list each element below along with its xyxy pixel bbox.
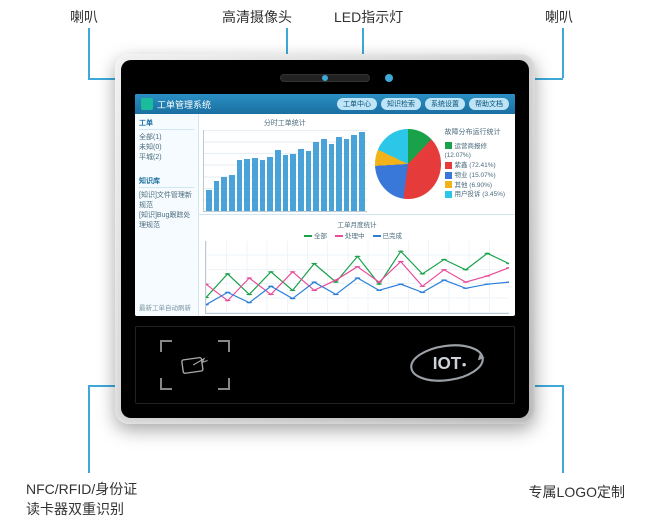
bottom-panel: IOT: [135, 326, 515, 404]
device-bezel: 工单管理系统 工单中心 知识检索 系统设置 帮助文档 工单 全部(1) 未知(0…: [121, 60, 529, 418]
bar: [252, 158, 258, 211]
tab-settings[interactable]: 系统设置: [425, 98, 465, 110]
sidebar-title: 知识库: [139, 176, 194, 188]
sidebar-item[interactable]: [知识]Bug跟踪处理规范: [139, 210, 194, 230]
led-indicator-icon: [385, 74, 393, 82]
sidebar-group-kb: 知识库 [知识]文件管理新规范 [知识]Bug跟踪处理规范: [139, 176, 194, 230]
callout-reader-line1: NFC/RFID/身份证: [26, 480, 137, 500]
pie-legend-item: 其他 (6.90%): [445, 181, 512, 191]
bar: [206, 190, 212, 211]
callout-camera: 高清摄像头: [222, 8, 292, 28]
main-panel: 分时工单统计 故障分布运行统计 运营商报修 (12.07%)紫鑫 (72.41%…: [199, 114, 515, 316]
pie-legend-item: 运营商报修 (12.07%): [445, 142, 512, 162]
pie-legend: 故障分布运行统计 运营商报修 (12.07%)紫鑫 (72.41%)物业 (15…: [445, 128, 512, 200]
pie-chart-title: 故障分布运行统计: [445, 128, 512, 139]
tab-knowledge[interactable]: 知识检索: [381, 98, 421, 110]
bar: [229, 175, 235, 211]
bar: [260, 160, 266, 211]
callout-speaker-left: 喇叭: [70, 8, 98, 28]
line-legend-item: 处理中: [335, 233, 365, 240]
line-chart-canvas: [205, 241, 509, 314]
top-charts-row: 分时工单统计 故障分布运行统计 运营商报修 (12.07%)紫鑫 (72.41%…: [199, 114, 515, 215]
line-legend: 全部 处理中 已完成: [205, 230, 509, 240]
sidebar-item[interactable]: [知识]文件管理新规范: [139, 190, 194, 210]
sidebar-footer: 最新工单自动刷新: [139, 302, 194, 312]
bar: [267, 157, 273, 211]
pie-legend-item: 用户投诉 (3.45%): [445, 190, 512, 200]
bar: [329, 144, 335, 211]
lead-line: [88, 385, 90, 473]
callout-reader-line2: 读卡器双重识别: [26, 500, 137, 520]
sidebar-title: 工单: [139, 118, 194, 130]
bar: [283, 155, 289, 211]
iot-logo-icon: IOT: [404, 339, 490, 392]
pie-legend-item: 物业 (15.07%): [445, 171, 512, 181]
sidebar-item[interactable]: 未知(0): [139, 142, 194, 152]
callout-speaker-right: 喇叭: [545, 8, 573, 28]
sidebar-group-tickets: 工单 全部(1) 未知(0) 平城(2): [139, 118, 194, 162]
bar-chart-title: 分时工单统计: [203, 118, 367, 128]
device-frame: 工单管理系统 工单中心 知识检索 系统设置 帮助文档 工单 全部(1) 未知(0…: [115, 54, 535, 424]
bar-chart-canvas: [203, 130, 367, 212]
bar: [313, 142, 319, 211]
pie-legend-item: 紫鑫 (72.41%): [445, 161, 512, 171]
card-reader-icon: [160, 340, 230, 390]
tab-workorder[interactable]: 工单中心: [337, 98, 377, 110]
app-titlebar: 工单管理系统 工单中心 知识检索 系统设置 帮助文档: [135, 94, 515, 114]
lead-line: [88, 28, 90, 78]
bar: [275, 150, 281, 211]
screen: 工单管理系统 工单中心 知识检索 系统设置 帮助文档 工单 全部(1) 未知(0…: [135, 94, 515, 316]
app-logo-icon: [141, 98, 153, 110]
lead-line: [562, 28, 564, 78]
callout-led: LED指示灯: [334, 8, 403, 28]
bar: [336, 137, 342, 211]
bar: [306, 151, 312, 211]
content-area: 工单 全部(1) 未知(0) 平城(2) 知识库 [知识]文件管理新规范 [知识…: [135, 114, 515, 316]
bar-chart: 分时工单统计: [199, 114, 371, 214]
bar: [344, 139, 350, 211]
pie-chart-canvas: [375, 129, 441, 199]
tab-bar: 工单中心 知识检索 系统设置 帮助文档: [337, 98, 509, 110]
line-legend-item: 已完成: [373, 233, 403, 240]
bar: [237, 160, 243, 211]
bar: [244, 159, 250, 211]
camera-icon: [322, 75, 328, 81]
svg-text:IOT: IOT: [433, 353, 462, 373]
bar: [221, 177, 227, 211]
sidebar: 工单 全部(1) 未知(0) 平城(2) 知识库 [知识]文件管理新规范 [知识…: [135, 114, 199, 316]
callout-logo: 专属LOGO定制: [529, 483, 625, 503]
pie-chart: 故障分布运行统计 运营商报修 (12.07%)紫鑫 (72.41%)物业 (15…: [371, 114, 515, 214]
app-title: 工单管理系统: [157, 98, 211, 111]
line-legend-item: 全部: [304, 233, 327, 240]
bar: [351, 135, 357, 211]
lead-line: [562, 385, 564, 473]
bar: [298, 149, 304, 212]
callout-reader: NFC/RFID/身份证 读卡器双重识别: [26, 480, 137, 519]
sidebar-item[interactable]: 全部(1): [139, 132, 194, 142]
bar: [321, 139, 327, 211]
bar: [214, 181, 220, 211]
bar: [359, 132, 365, 211]
bar: [290, 154, 296, 211]
tab-help[interactable]: 帮助文档: [469, 98, 509, 110]
line-chart: 工单月度统计 全部 处理中 已完成: [199, 215, 515, 316]
sidebar-item[interactable]: 平城(2): [139, 152, 194, 162]
line-chart-title: 工单月度统计: [205, 219, 509, 229]
